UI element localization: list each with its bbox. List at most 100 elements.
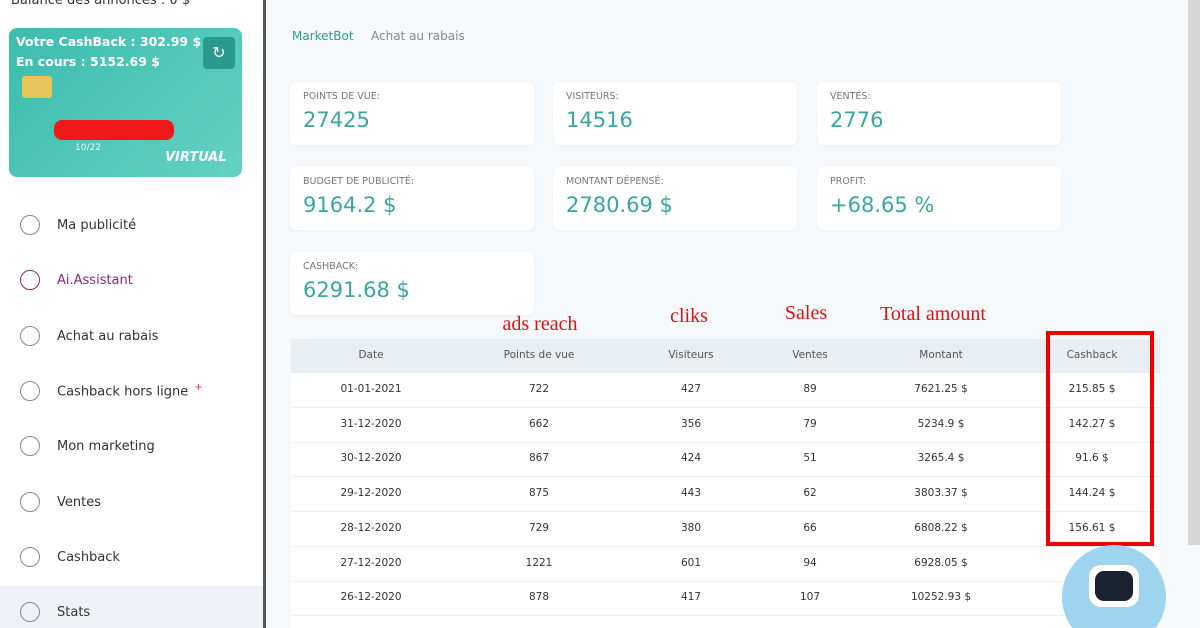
menu-item[interactable]: Achat au rabais <box>0 315 263 357</box>
column-header: Montant <box>919 349 963 361</box>
stat-value: 27425 <box>303 108 370 132</box>
menu-label: Cashback <box>57 549 120 565</box>
card-cashback: Votre CashBack : 302.99 $ <box>16 34 202 49</box>
table-cell: 875 <box>528 487 550 500</box>
stat-card: PROFIT: +68.65 % <box>817 167 1061 230</box>
menu-label: Ma publicité <box>57 217 137 233</box>
table-cell: 142.27 $ <box>1068 417 1116 430</box>
stat-value: 2780.69 $ <box>566 193 673 217</box>
stat-label: MONTANT DÉPENSÉ: <box>566 176 664 187</box>
table-cell: 356 <box>680 417 702 430</box>
active-highlight <box>0 586 263 628</box>
refresh-button[interactable]: ↻ <box>203 37 235 69</box>
menu-icon <box>20 547 40 567</box>
table-cell: 6928.05 $ <box>914 556 968 569</box>
table-cell: 66 <box>803 521 817 534</box>
table-cell: 6808.22 $ <box>914 521 968 534</box>
menu-label: Mon marketing <box>57 438 155 454</box>
table-cell: 867 <box>528 452 550 465</box>
assistant-bot[interactable] <box>1062 545 1166 628</box>
column-header: Cashback <box>1066 349 1118 361</box>
table-cell: 443 <box>680 487 702 500</box>
virtual-card: Votre CashBack : 302.99 $ En cours : 515… <box>9 28 242 177</box>
stat-card: BUDGET DE PUBLICITÉ: 9164.2 $ <box>290 167 534 230</box>
highlight-box <box>1046 331 1154 546</box>
menu-label: Cashback hors ligne + <box>57 382 203 400</box>
menu-badge: + <box>194 382 203 394</box>
menu-label: Achat au rabais <box>57 328 159 344</box>
table: Date Points de vue Visiteurs Ventes Montant C… <box>291 339 1160 628</box>
menu-item[interactable]: Ai.Assistant <box>0 259 263 301</box>
menu-item[interactable]: Cashback hors ligne + <box>0 370 263 412</box>
table-cell: 31-12-2020 <box>340 417 402 430</box>
card-pending: En cours : 5152.69 $ <box>16 54 160 69</box>
table-cell: 722 <box>528 383 550 395</box>
sidebar: Balance des annonces : 0 $ Votre CashBac… <box>0 0 266 628</box>
table-cell: 417 <box>680 591 702 604</box>
stat-label: VISITEURS: <box>566 91 619 102</box>
stat-label: VENTES: <box>830 91 871 102</box>
menu-icon <box>20 602 40 622</box>
stat-card: CASHBACK: 6291.68 $ <box>290 252 534 315</box>
stat-value: 14516 <box>566 108 633 132</box>
table-cell: 107 <box>799 591 821 604</box>
menu-item[interactable]: Cashback <box>0 536 263 578</box>
stat-value: 2776 <box>830 108 884 132</box>
annotation: Sales <box>784 302 828 324</box>
card-expiry: 10/22 <box>75 143 101 153</box>
table-cell: 424 <box>680 452 702 465</box>
menu-item[interactable]: Mon marketing <box>0 425 263 467</box>
table-cell: 29-12-2020 <box>340 487 402 500</box>
stat-value: +68.65 % <box>830 193 935 217</box>
stat-label: CASHBACK: <box>303 261 359 272</box>
annotation: ads reach <box>502 313 578 335</box>
table-cell: 215.85 $ <box>1068 383 1116 395</box>
table-cell: 5234.9 $ <box>917 417 965 430</box>
table-cell: 27-12-2020 <box>340 556 402 569</box>
table-cell: 3265.4 $ <box>917 452 965 465</box>
table-cell: 62 <box>803 487 817 500</box>
table-cell: 878 <box>528 591 550 604</box>
table-cell: 156.61 $ <box>1068 521 1116 534</box>
table-cell: 91.6 $ <box>1075 452 1109 465</box>
table-header <box>291 339 1160 373</box>
stat-label: POINTS DE VUE: <box>303 91 380 102</box>
table-cell: 7621.25 $ <box>914 383 968 395</box>
menu-item[interactable]: Ma publicité <box>0 204 263 246</box>
menu-item[interactable]: Ventes <box>0 481 263 523</box>
menu-icon <box>20 326 40 346</box>
row-divider <box>291 476 1160 478</box>
menu-label: Stats <box>57 604 91 620</box>
column-header: Date <box>358 349 384 361</box>
stat-value: 9164.2 $ <box>303 193 397 217</box>
table-cell: 1221 <box>525 556 553 569</box>
breadcrumb-link[interactable]: MarketBot <box>292 29 354 43</box>
row-divider <box>291 615 1160 617</box>
table-cell: 729 <box>528 521 550 534</box>
menu-icon <box>20 270 40 290</box>
row-divider <box>291 407 1160 408</box>
table-cell: 51 <box>803 452 817 465</box>
table-cell: 427 <box>680 383 702 395</box>
stat-card: VENTES: 2776 <box>817 82 1061 145</box>
chip <box>22 76 52 98</box>
table-cell: 89 <box>803 383 817 395</box>
breadcrumb-item: Achat au rabais <box>371 29 465 43</box>
table-cell: 26-12-2020 <box>340 591 402 604</box>
table-cell: 662 <box>528 417 550 430</box>
table-cell: 3803.37 $ <box>914 487 968 500</box>
row-divider <box>291 441 1160 443</box>
card-kind: VIRTUAL <box>165 150 227 165</box>
table-cell: 10252.93 $ <box>910 591 972 604</box>
menu-icon <box>20 215 40 235</box>
column-header: Points de vue <box>503 349 575 361</box>
table-cell: 79 <box>803 417 817 430</box>
menu-label: Ventes <box>57 494 101 510</box>
table-cell: 380 <box>680 521 702 534</box>
menu-item[interactable]: Stats <box>0 591 263 628</box>
scrollbar[interactable] <box>1188 0 1200 545</box>
table-cell: 28-12-2020 <box>340 521 402 534</box>
stat-label: PROFIT: <box>830 176 867 187</box>
column-header: Ventes <box>792 349 828 361</box>
